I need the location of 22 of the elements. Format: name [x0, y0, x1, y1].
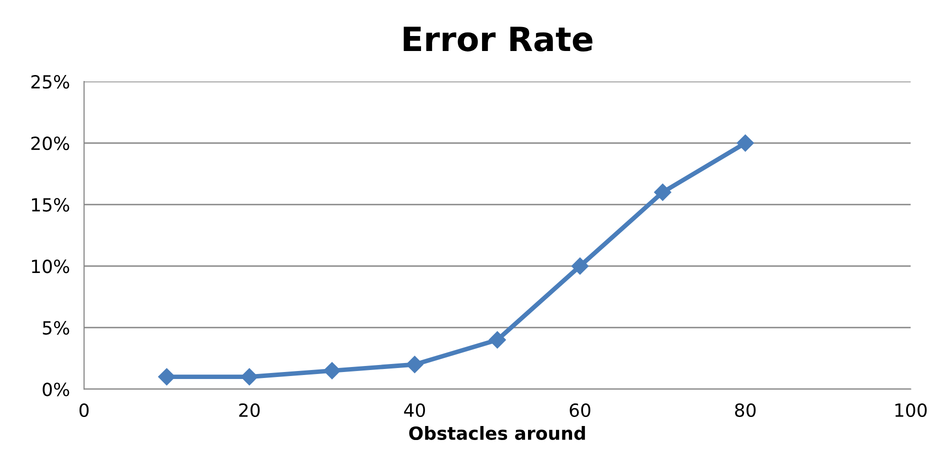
y-tick-label: 25% — [31, 75, 70, 89]
y-tick-label: 20% — [31, 136, 70, 150]
chart-title: Error Rate — [404, 26, 592, 52]
x-tick-label: 80 — [735, 403, 756, 417]
y-tick-label: 15% — [32, 198, 70, 212]
point — [488, 331, 506, 348]
y-tick-label: 10% — [32, 260, 70, 274]
point — [736, 134, 754, 152]
x-axis-title: Obstacles around — [409, 426, 585, 440]
x-tick-label: 60 — [570, 403, 590, 417]
x-tick-label: 100 — [895, 403, 927, 417]
point — [571, 258, 589, 275]
point — [406, 356, 424, 374]
point — [158, 368, 176, 386]
point — [323, 362, 341, 380]
x-tick-label: 0 — [80, 403, 89, 417]
x-tick-label: 40 — [404, 403, 425, 417]
x-tick-label: 20 — [239, 403, 260, 417]
y-tick-label: 0% — [42, 382, 70, 396]
point — [654, 184, 672, 201]
y-tick-label: 5% — [42, 321, 70, 335]
point — [240, 368, 258, 386]
